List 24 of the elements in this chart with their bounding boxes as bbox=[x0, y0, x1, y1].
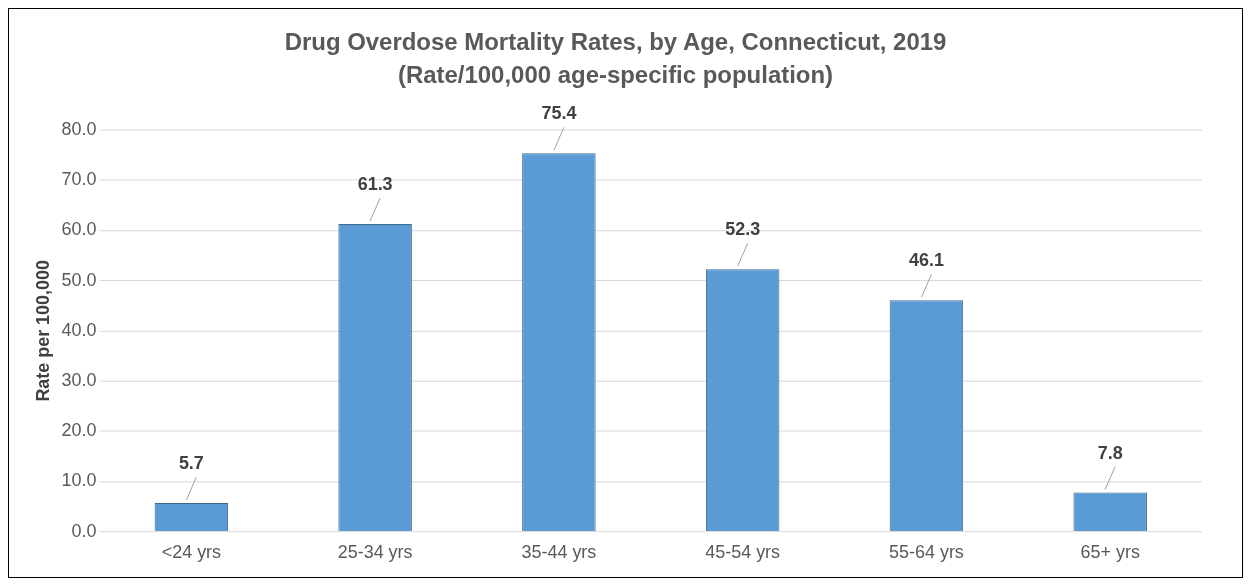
y-axis-title: Rate per 100,000 bbox=[32, 260, 53, 402]
y-tick-label: 20.0 bbox=[61, 420, 97, 441]
x-tick-label: <24 yrs bbox=[161, 542, 222, 563]
y-tick-label: 70.0 bbox=[61, 169, 97, 190]
data-label: 5.7 bbox=[178, 453, 204, 474]
x-tick-label: 65+ yrs bbox=[1080, 542, 1140, 563]
y-tick-label: 80.0 bbox=[61, 119, 97, 140]
data-label: 75.4 bbox=[541, 103, 577, 124]
y-tick-label: 40.0 bbox=[61, 319, 97, 340]
y-tick-label: 10.0 bbox=[61, 470, 97, 491]
data-label: 61.3 bbox=[357, 174, 393, 195]
chart-subtitle: (Rate/100,000 age-specific population) bbox=[397, 60, 834, 88]
y-tick-label: 50.0 bbox=[61, 269, 97, 290]
x-tick-label: 35-44 yrs bbox=[521, 542, 597, 563]
y-tick-label: 60.0 bbox=[61, 219, 97, 240]
chart-title: Drug Overdose Mortality Rates, by Age, Connecticut, 2019 bbox=[284, 27, 947, 55]
y-tick-label: 30.0 bbox=[61, 370, 97, 390]
x-tick-label: 25-34 yrs bbox=[337, 542, 413, 563]
x-tick-label: 55-64 yrs bbox=[888, 542, 964, 563]
data-label: 52.3 bbox=[725, 219, 761, 240]
data-label: 46.1 bbox=[908, 250, 944, 271]
x-tick-label: 45-54 yrs bbox=[705, 542, 781, 563]
data-label: 7.8 bbox=[1097, 442, 1123, 463]
y-tick-label: 0.0 bbox=[71, 520, 97, 541]
